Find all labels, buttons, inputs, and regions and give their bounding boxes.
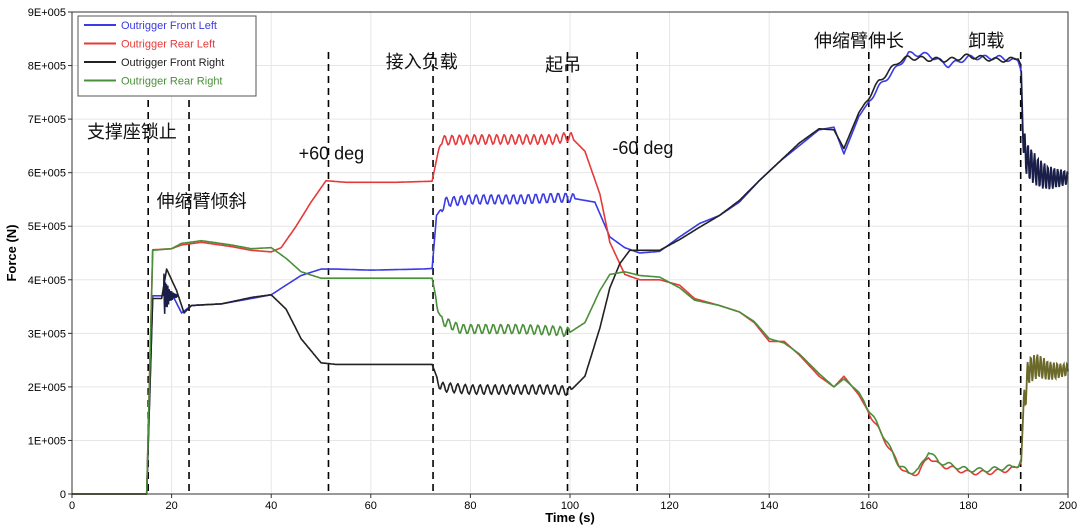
x-tick-label: 80	[464, 500, 476, 512]
event-label: 伸缩臂倾斜	[157, 191, 247, 211]
x-tick-label: 60	[365, 500, 377, 512]
y-axis-title: Force (N)	[4, 224, 19, 281]
legend: Outrigger Front Left Outrigger Rear Left O…	[77, 15, 257, 97]
y-tick-label: 1E+005	[28, 435, 66, 447]
event-label: 起吊	[545, 55, 581, 75]
y-tick-label: 2E+005	[28, 382, 66, 394]
y-tick-label: 7E+005	[28, 114, 66, 126]
x-tick-label: 100	[561, 500, 579, 512]
y-tick-label: 8E+005	[28, 61, 66, 73]
series-line	[72, 53, 1022, 495]
event-label: 伸缩臂伸长	[814, 31, 904, 51]
y-tick-label: 0	[60, 489, 66, 501]
y-tick-label: 6E+005	[28, 168, 66, 180]
legend-box	[77, 15, 257, 97]
startup-transient-line	[162, 273, 179, 314]
series-tail-line	[1020, 354, 1069, 462]
event-label: 卸载	[968, 31, 1004, 51]
series-lines	[72, 50, 1069, 495]
legend-entry: Outrigger Rear Left	[121, 39, 215, 51]
x-tick-label: 40	[265, 500, 277, 512]
x-tick-label: 160	[860, 500, 878, 512]
y-tick-label: 4E+005	[28, 275, 66, 287]
event-label: 支撑座锁止	[87, 122, 177, 142]
y-tick-label: 5E+005	[28, 221, 66, 233]
legend-entry: Outrigger Front Right	[121, 57, 224, 69]
x-tick-label: 0	[69, 500, 75, 512]
x-tick-label: 140	[760, 500, 778, 512]
y-axis-ticks: 0 1E+005 2E+005 3E+005 4E+005 5E+005 6E+005 7E+…	[28, 7, 72, 501]
x-tick-label: 20	[165, 500, 177, 512]
y-tick-label: 3E+005	[28, 328, 66, 340]
event-label: 接入负载	[386, 52, 458, 72]
y-tick-label: 9E+005	[28, 7, 66, 19]
x-tick-label: 120	[660, 500, 678, 512]
event-label: -60 deg	[612, 138, 673, 158]
series-line	[72, 131, 1022, 495]
legend-entry: Outrigger Rear Right	[121, 76, 223, 88]
event-label: +60 deg	[299, 143, 365, 163]
series-line	[72, 239, 1022, 495]
x-tick-label: 180	[959, 500, 977, 512]
x-tick-label: 200	[1059, 500, 1077, 512]
x-axis-title: Time (s)	[545, 510, 595, 525]
series-tail-line	[1020, 70, 1069, 190]
legend-entry: Outrigger Front Left	[121, 20, 217, 32]
x-axis-ticks: 0 20 40 60 80 100 120 140 160 180 200	[69, 494, 1077, 512]
